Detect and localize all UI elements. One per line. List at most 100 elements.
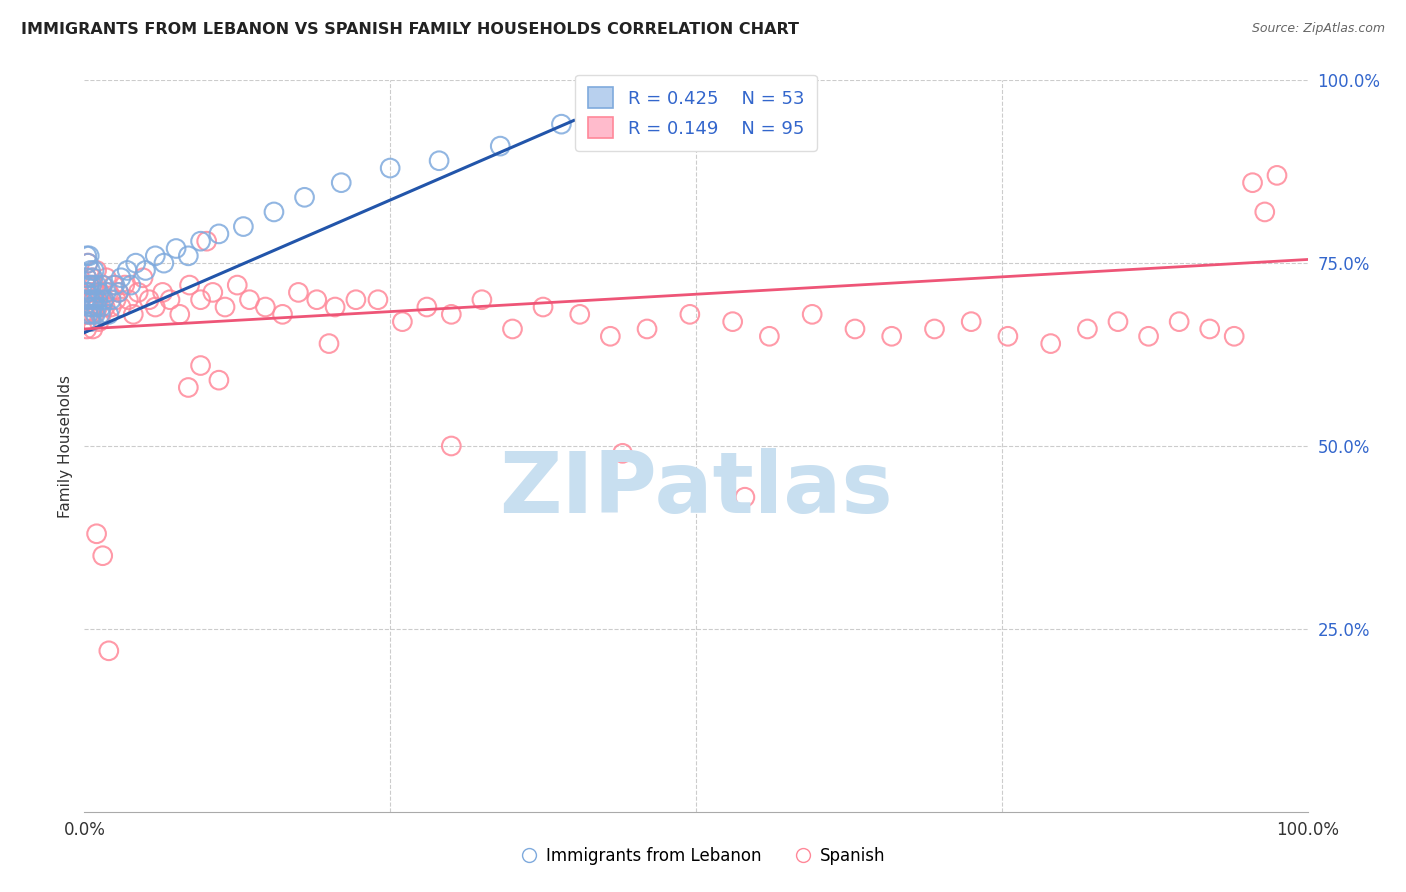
- Point: [86, 526, 108, 541]
- Point: [190, 293, 212, 307]
- Point: [153, 256, 176, 270]
- Point: [80, 278, 103, 293]
- Point: [1241, 176, 1264, 190]
- Point: [214, 300, 236, 314]
- Point: [77, 307, 100, 321]
- Point: [83, 263, 105, 277]
- Point: [82, 300, 104, 314]
- Point: [77, 285, 100, 300]
- Point: [1223, 329, 1246, 343]
- Point: [152, 285, 174, 300]
- Point: [960, 315, 983, 329]
- Point: [91, 278, 114, 293]
- Point: [77, 307, 100, 321]
- Point: [208, 373, 231, 387]
- Point: [79, 315, 101, 329]
- Point: [226, 278, 249, 293]
- Point: [97, 307, 120, 321]
- Point: [117, 293, 139, 307]
- Point: [801, 307, 824, 321]
- Point: [416, 300, 439, 314]
- Point: [271, 307, 294, 321]
- Point: [287, 285, 309, 300]
- Point: [330, 176, 353, 190]
- Point: [77, 278, 100, 293]
- Point: [440, 439, 463, 453]
- Point: [115, 263, 138, 277]
- Point: [254, 300, 277, 314]
- Point: [75, 293, 97, 307]
- Point: [83, 307, 105, 321]
- Point: [89, 307, 111, 321]
- Point: [380, 161, 402, 175]
- Point: [87, 285, 110, 300]
- Point: [143, 249, 166, 263]
- Point: [208, 227, 231, 241]
- Point: [880, 329, 903, 343]
- Point: [107, 285, 129, 300]
- Point: [190, 359, 212, 373]
- Point: [75, 307, 97, 321]
- Point: [489, 139, 512, 153]
- Point: [179, 278, 201, 293]
- Point: [135, 263, 157, 277]
- Point: [90, 300, 112, 314]
- Point: [132, 270, 155, 285]
- Point: [427, 153, 450, 168]
- Point: [96, 270, 118, 285]
- Point: [734, 490, 756, 504]
- Point: [323, 300, 346, 314]
- Text: Source: ZipAtlas.com: Source: ZipAtlas.com: [1251, 22, 1385, 36]
- Point: [110, 270, 132, 285]
- Point: [75, 278, 97, 293]
- Point: [758, 329, 780, 343]
- Point: [138, 293, 160, 307]
- Point: [84, 285, 107, 300]
- Point: [87, 315, 110, 329]
- Point: [94, 300, 117, 314]
- Point: [76, 249, 98, 263]
- Point: [76, 270, 98, 285]
- Point: [79, 293, 101, 307]
- Point: [89, 285, 111, 300]
- Point: [165, 242, 187, 256]
- Point: [96, 285, 118, 300]
- Point: [90, 307, 112, 321]
- Point: [84, 307, 107, 321]
- Point: [679, 307, 702, 321]
- Point: [77, 249, 100, 263]
- Point: [263, 205, 285, 219]
- Point: [100, 300, 122, 314]
- Point: [91, 278, 114, 293]
- Point: [195, 234, 218, 248]
- Point: [844, 322, 866, 336]
- Point: [86, 300, 108, 314]
- Point: [86, 293, 108, 307]
- Point: [721, 315, 744, 329]
- Point: [550, 117, 572, 131]
- Point: [143, 300, 166, 314]
- Point: [93, 293, 115, 307]
- Point: [80, 307, 103, 321]
- Point: [77, 278, 100, 293]
- Point: [612, 446, 634, 460]
- Point: [87, 293, 110, 307]
- Point: [190, 234, 212, 248]
- Point: [76, 270, 98, 285]
- Point: [105, 293, 128, 307]
- Point: [1254, 205, 1277, 219]
- Point: [79, 285, 101, 300]
- Legend: R = 0.425    N = 53, R = 0.149    N = 95: R = 0.425 N = 53, R = 0.149 N = 95: [575, 75, 817, 151]
- Legend: Immigrants from Lebanon, Spanish: Immigrants from Lebanon, Spanish: [513, 838, 893, 873]
- Point: [80, 300, 103, 314]
- Y-axis label: Family Households: Family Households: [58, 375, 73, 517]
- Point: [97, 285, 120, 300]
- Point: [159, 293, 181, 307]
- Point: [924, 322, 946, 336]
- Point: [100, 293, 122, 307]
- Point: [1107, 315, 1129, 329]
- Point: [177, 380, 200, 394]
- Point: [107, 285, 129, 300]
- Point: [344, 293, 367, 307]
- Point: [110, 300, 132, 314]
